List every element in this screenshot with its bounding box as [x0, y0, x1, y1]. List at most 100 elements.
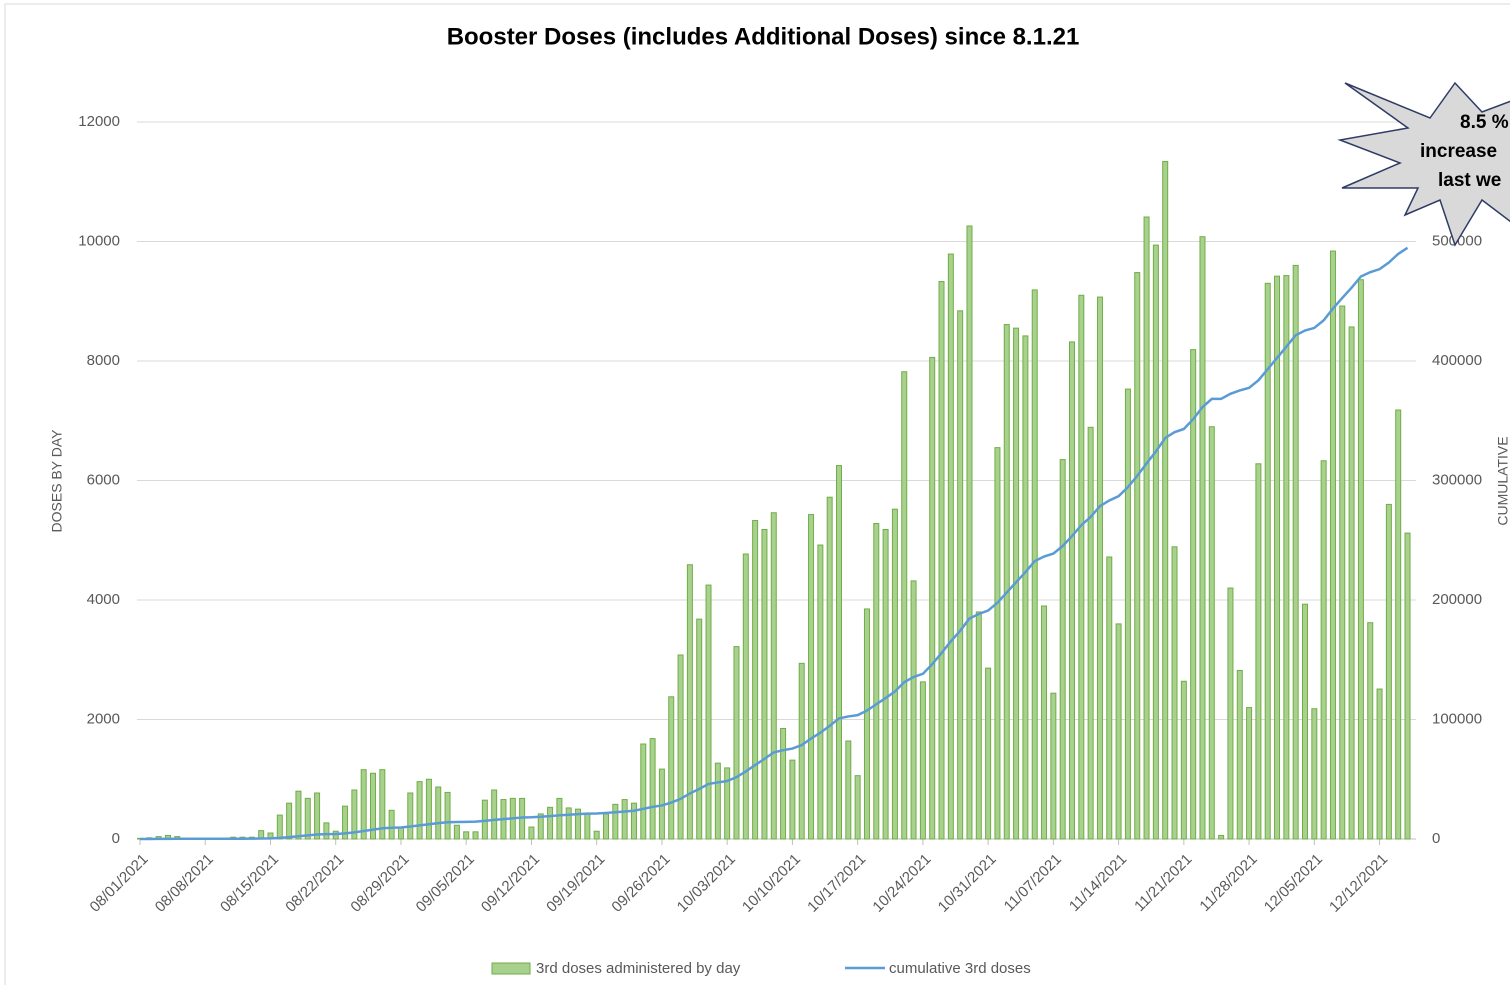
- bar: [1274, 275, 1281, 840]
- bar: [1292, 264, 1299, 840]
- bar: [304, 797, 311, 840]
- bar: [603, 813, 609, 840]
- bar: [1069, 341, 1075, 840]
- annotation-text: increase: [1420, 141, 1497, 162]
- bar: [379, 769, 386, 840]
- bar: [1367, 622, 1374, 840]
- y-tick-label: 10000: [78, 232, 120, 249]
- bar: [1329, 250, 1336, 840]
- bar: [416, 781, 423, 840]
- bar: [1395, 409, 1402, 840]
- bar: [1339, 305, 1346, 840]
- y2-tick-label: 200000: [1432, 591, 1482, 608]
- bar: [854, 775, 861, 840]
- bar: [575, 808, 582, 840]
- bar: [1124, 388, 1131, 840]
- bar: [351, 789, 358, 840]
- bar: [742, 553, 749, 840]
- bar: [901, 371, 908, 840]
- bar: [584, 813, 591, 840]
- bar: [1050, 692, 1057, 840]
- y-tick-label: 0: [112, 830, 120, 847]
- bar: [957, 310, 964, 840]
- bar: [994, 447, 1001, 840]
- y2-axis-label: CUMULATIVE: [1495, 436, 1510, 525]
- bar: [1180, 680, 1187, 840]
- bar: [1022, 335, 1029, 840]
- bar: [407, 792, 414, 840]
- bar: [696, 618, 703, 840]
- bar: [286, 802, 293, 840]
- y-tick-label: 4000: [87, 591, 120, 608]
- bar: [770, 512, 777, 840]
- bar: [314, 792, 321, 840]
- bar: [649, 738, 656, 840]
- y-axis-label: DOSES BY DAY: [49, 429, 65, 533]
- bar: [1096, 296, 1103, 840]
- bar: [873, 523, 880, 840]
- bar: [826, 496, 833, 840]
- bar: [975, 611, 982, 840]
- y2-tick-label: 100000: [1432, 710, 1482, 727]
- annotation-text: last we: [1438, 170, 1501, 191]
- bar: [593, 830, 600, 840]
- bar: [360, 769, 367, 840]
- bar: [547, 806, 554, 840]
- y-tick-label: 12000: [78, 113, 120, 130]
- y-tick-label: 6000: [87, 471, 120, 488]
- starburst: [1337, 81, 1510, 247]
- bar: [1152, 244, 1159, 840]
- bar: [537, 813, 544, 840]
- bar: [1115, 623, 1122, 840]
- y2-tick-label: 400000: [1432, 352, 1482, 369]
- bar: [1087, 426, 1094, 840]
- bar: [1404, 532, 1411, 840]
- bar: [1218, 834, 1225, 840]
- bar: [1302, 603, 1308, 840]
- bar: [612, 803, 619, 840]
- bar: [444, 791, 451, 840]
- bar: [919, 681, 926, 840]
- bar: [453, 824, 460, 840]
- bar: [985, 667, 992, 840]
- bar: [323, 822, 330, 840]
- bar: [668, 696, 675, 840]
- bar: [565, 807, 572, 840]
- bar: [1348, 326, 1355, 840]
- bar: [891, 508, 898, 840]
- bar: [1190, 349, 1197, 840]
- bar: [1246, 707, 1253, 840]
- y-tick-label: 8000: [87, 352, 120, 369]
- bar: [388, 809, 395, 840]
- bar: [1078, 294, 1085, 840]
- y2-tick-label: 300000: [1432, 471, 1482, 488]
- bar: [808, 514, 815, 840]
- bar: [1106, 556, 1113, 840]
- bar: [929, 356, 936, 840]
- bar: [1041, 605, 1048, 840]
- bar: [1357, 279, 1364, 840]
- bar: [397, 826, 404, 840]
- bar: [966, 225, 973, 840]
- bar: [714, 762, 721, 840]
- bar: [1320, 460, 1327, 840]
- bar: [1199, 236, 1206, 840]
- bar: [1143, 216, 1150, 840]
- bar: [733, 646, 740, 840]
- bar: [780, 727, 787, 840]
- bar: [705, 584, 712, 840]
- bar: [724, 767, 731, 840]
- chart-title: Booster Doses (includes Additional Doses…: [447, 23, 1080, 50]
- bar: [621, 799, 628, 840]
- annotation-text: 8.5 %: [1460, 112, 1509, 133]
- bar: [491, 789, 498, 840]
- bar: [472, 831, 479, 840]
- bar: [761, 528, 768, 840]
- bar: [845, 740, 852, 840]
- bar: [789, 759, 796, 840]
- bar: [370, 772, 376, 840]
- cumulative-line: [139, 246, 1409, 841]
- y2-tick-label: 0: [1432, 830, 1440, 847]
- bar: [798, 662, 805, 840]
- bar: [817, 544, 824, 840]
